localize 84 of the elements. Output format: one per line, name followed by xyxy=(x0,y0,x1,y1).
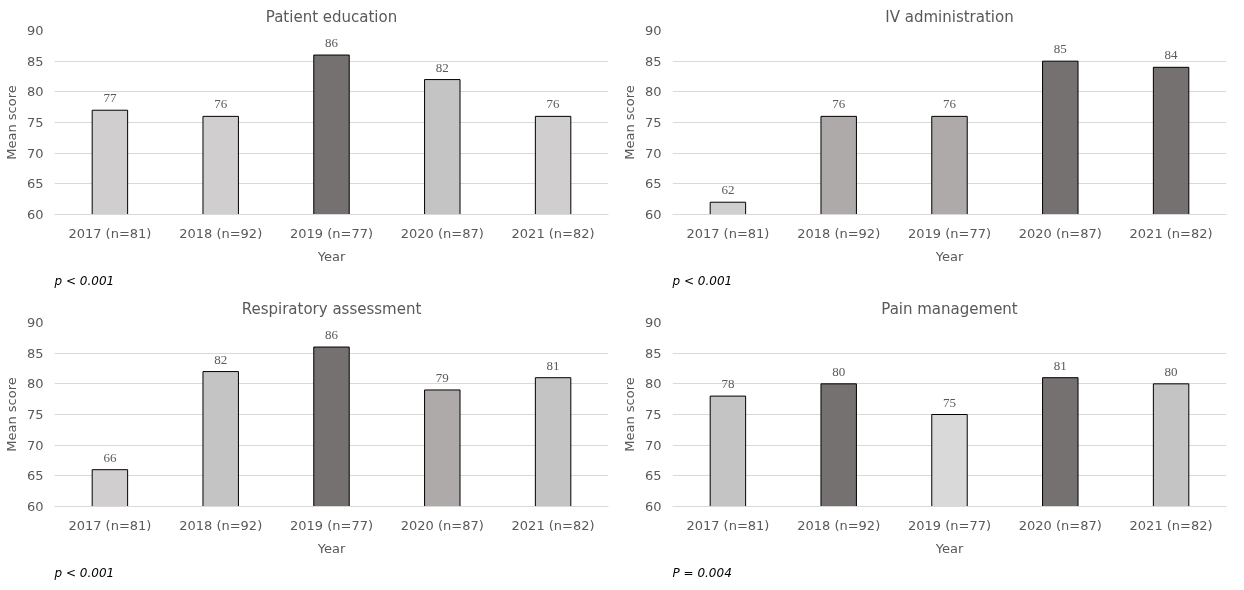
text: p < 0.001 xyxy=(53,273,115,288)
y-tick-label: 85 xyxy=(644,345,662,361)
data-label: 79 xyxy=(435,369,449,385)
chart-title: IV administration xyxy=(885,7,1014,26)
data-label: 62 xyxy=(721,182,735,198)
chart-title: Pain management xyxy=(881,299,1018,318)
x-tick-label: 2018 (n=92) xyxy=(179,225,263,241)
x-tick-label: 2019 (n=77) xyxy=(907,225,992,241)
x-tick-label: 2017 (n=81) xyxy=(686,517,770,533)
y-tick-label: 90 xyxy=(644,315,662,330)
x-tick-label: 2021 (n=82) xyxy=(1129,225,1213,241)
y-tick-label: 90 xyxy=(26,23,44,38)
data-label: 75 xyxy=(943,394,956,410)
text: p < 0.001 xyxy=(53,565,115,580)
y-tick-label: 60 xyxy=(26,499,44,514)
y-axis-title: Mean score xyxy=(3,377,19,452)
x-axis-title: Year xyxy=(934,248,964,264)
data-label: 86 xyxy=(325,35,339,51)
y-tick-label: 90 xyxy=(26,315,44,330)
y-tick-label: 85 xyxy=(26,53,44,69)
y-tick-label: 85 xyxy=(26,345,44,361)
data-label: 76 xyxy=(546,96,561,112)
x-axis-title: Year xyxy=(316,248,346,264)
y-tick-label: 65 xyxy=(26,176,44,192)
y-axis-title: Mean score xyxy=(3,85,19,160)
data-label: 81 xyxy=(1053,357,1067,373)
data-label: 77 xyxy=(103,90,117,106)
x-tick-label: 2021 (n=82) xyxy=(1129,517,1213,533)
data-label: 84 xyxy=(1164,47,1179,63)
y-tick-label: 60 xyxy=(26,207,44,222)
data-label: 78 xyxy=(721,376,735,392)
chart-title: Respiratory assessment xyxy=(241,299,422,318)
data-label: 76 xyxy=(214,96,228,112)
y-tick-label: 65 xyxy=(644,468,662,484)
x-tick-label: 2020 (n=87) xyxy=(1018,225,1102,241)
x-tick-label: 2019 (n=77) xyxy=(289,517,374,533)
y-tick-label: 85 xyxy=(644,53,662,69)
x-tick-label: 2019 (n=77) xyxy=(289,225,374,241)
y-tick-label: 75 xyxy=(26,407,44,422)
x-tick-label: 2017 (n=81) xyxy=(68,225,152,241)
text: P = 0.004 xyxy=(672,565,732,580)
data-label: 86 xyxy=(325,327,339,343)
y-tick-label: 60 xyxy=(644,207,662,222)
y-tick-label: 70 xyxy=(26,437,44,453)
x-tick-label: 2020 (n=87) xyxy=(1018,517,1102,533)
y-tick-label: 70 xyxy=(26,145,44,161)
y-tick-label: 80 xyxy=(26,84,44,100)
x-tick-label: 2019 (n=77) xyxy=(907,517,992,533)
y-tick-label: 90 xyxy=(644,23,662,38)
x-tick-label: 2017 (n=81) xyxy=(68,517,152,533)
y-tick-label: 70 xyxy=(644,437,662,453)
x-tick-label: 2020 (n=87) xyxy=(400,225,484,241)
x-tick-label: 2020 (n=87) xyxy=(400,517,484,533)
data-label: 82 xyxy=(214,351,228,367)
chart-title: Patient education xyxy=(265,7,398,26)
data-label: 76 xyxy=(943,96,957,112)
y-tick-label: 60 xyxy=(644,499,662,514)
x-tick-label: 2018 (n=92) xyxy=(179,517,263,533)
y-axis-title: Mean score xyxy=(621,377,637,452)
y-tick-label: 65 xyxy=(644,176,662,192)
y-tick-label: 75 xyxy=(644,407,662,422)
y-tick-label: 65 xyxy=(26,468,44,484)
x-tick-label: 2018 (n=92) xyxy=(797,517,881,533)
y-tick-label: 75 xyxy=(26,115,44,130)
data-label: 85 xyxy=(1053,41,1067,57)
text: p < 0.001 xyxy=(671,273,733,288)
x-tick-label: 2021 (n=82) xyxy=(511,225,595,241)
data-label: 81 xyxy=(546,357,560,373)
x-tick-label: 2018 (n=92) xyxy=(797,225,881,241)
y-axis-title: Mean score xyxy=(621,85,637,160)
data-label: 76 xyxy=(832,96,846,112)
y-tick-label: 70 xyxy=(644,145,662,161)
x-tick-label: 2021 (n=82) xyxy=(511,517,595,533)
data-label: 82 xyxy=(435,59,449,75)
y-tick-label: 80 xyxy=(644,84,662,100)
y-tick-label: 80 xyxy=(26,376,44,392)
data-label: 80 xyxy=(832,363,846,379)
y-tick-label: 75 xyxy=(644,115,662,130)
data-label: 66 xyxy=(103,449,117,465)
y-tick-label: 80 xyxy=(644,376,662,392)
x-tick-label: 2017 (n=81) xyxy=(686,225,770,241)
data-label: 80 xyxy=(1164,363,1178,379)
x-axis-title: Year xyxy=(316,540,346,556)
x-axis-title: Year xyxy=(934,540,964,556)
